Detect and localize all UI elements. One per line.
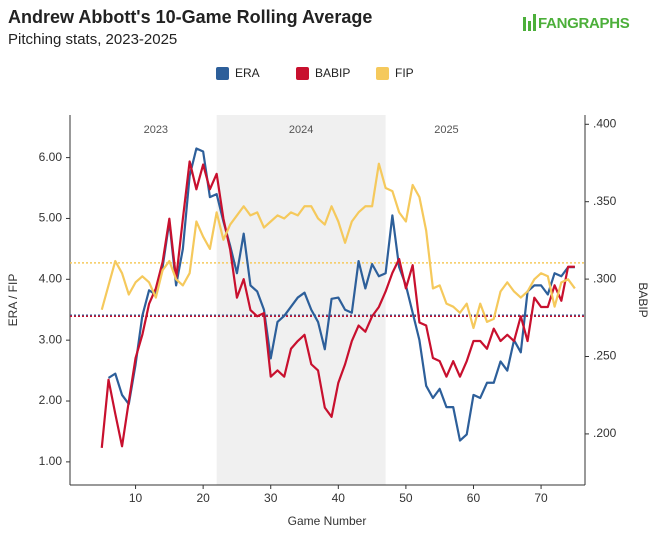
season-label: 2024 — [289, 124, 313, 136]
series-line — [100, 162, 576, 330]
season-label: 2025 — [434, 124, 458, 136]
x-axis-label: Game Number — [288, 514, 367, 528]
y2-tick-label: .250 — [593, 349, 617, 363]
x-tick-label: 70 — [534, 491, 548, 505]
y2-axis-label: BABIP — [636, 282, 650, 317]
legend-label: ERA — [235, 66, 260, 80]
x-tick-label: 30 — [264, 491, 278, 505]
series-line — [100, 160, 575, 448]
legend-swatch — [216, 67, 229, 80]
shaded-region — [216, 115, 386, 485]
y-tick-label: 6.00 — [39, 150, 63, 164]
legend-label: FIP — [395, 66, 414, 80]
logo-bar — [533, 14, 536, 31]
x-tick-label: 50 — [399, 491, 413, 505]
y-axis-label: ERA / FIP — [6, 274, 20, 327]
x-tick-label: 10 — [129, 491, 143, 505]
logo-bar — [523, 17, 526, 31]
y2-tick-label: .200 — [593, 426, 617, 440]
y2-tick-label: .300 — [593, 271, 617, 285]
y-tick-label: 3.00 — [39, 332, 63, 346]
series-line — [107, 147, 575, 442]
season-label: 2023 — [144, 124, 168, 136]
chart-subtitle: Pitching stats, 2023-2025 — [8, 31, 177, 48]
brand-name: FANGRAPHS — [538, 15, 630, 32]
chart-title: Andrew Abbott's 10-Game Rolling Average — [8, 7, 372, 27]
x-tick-label: 40 — [332, 491, 346, 505]
x-tick-label: 60 — [467, 491, 481, 505]
legend-swatch — [376, 67, 389, 80]
x-tick-label: 20 — [196, 491, 210, 505]
y-tick-label: 1.00 — [39, 454, 63, 468]
y-tick-label: 2.00 — [39, 393, 63, 407]
y2-tick-label: .350 — [593, 194, 617, 208]
y-tick-label: 5.00 — [39, 211, 63, 225]
legend-swatch — [296, 67, 309, 80]
y2-tick-label: .400 — [593, 116, 617, 130]
y-tick-label: 4.00 — [39, 271, 63, 285]
legend-label: BABIP — [315, 66, 350, 80]
logo-bar — [528, 21, 531, 31]
brand-logo: FANGRAPHS — [523, 14, 630, 32]
